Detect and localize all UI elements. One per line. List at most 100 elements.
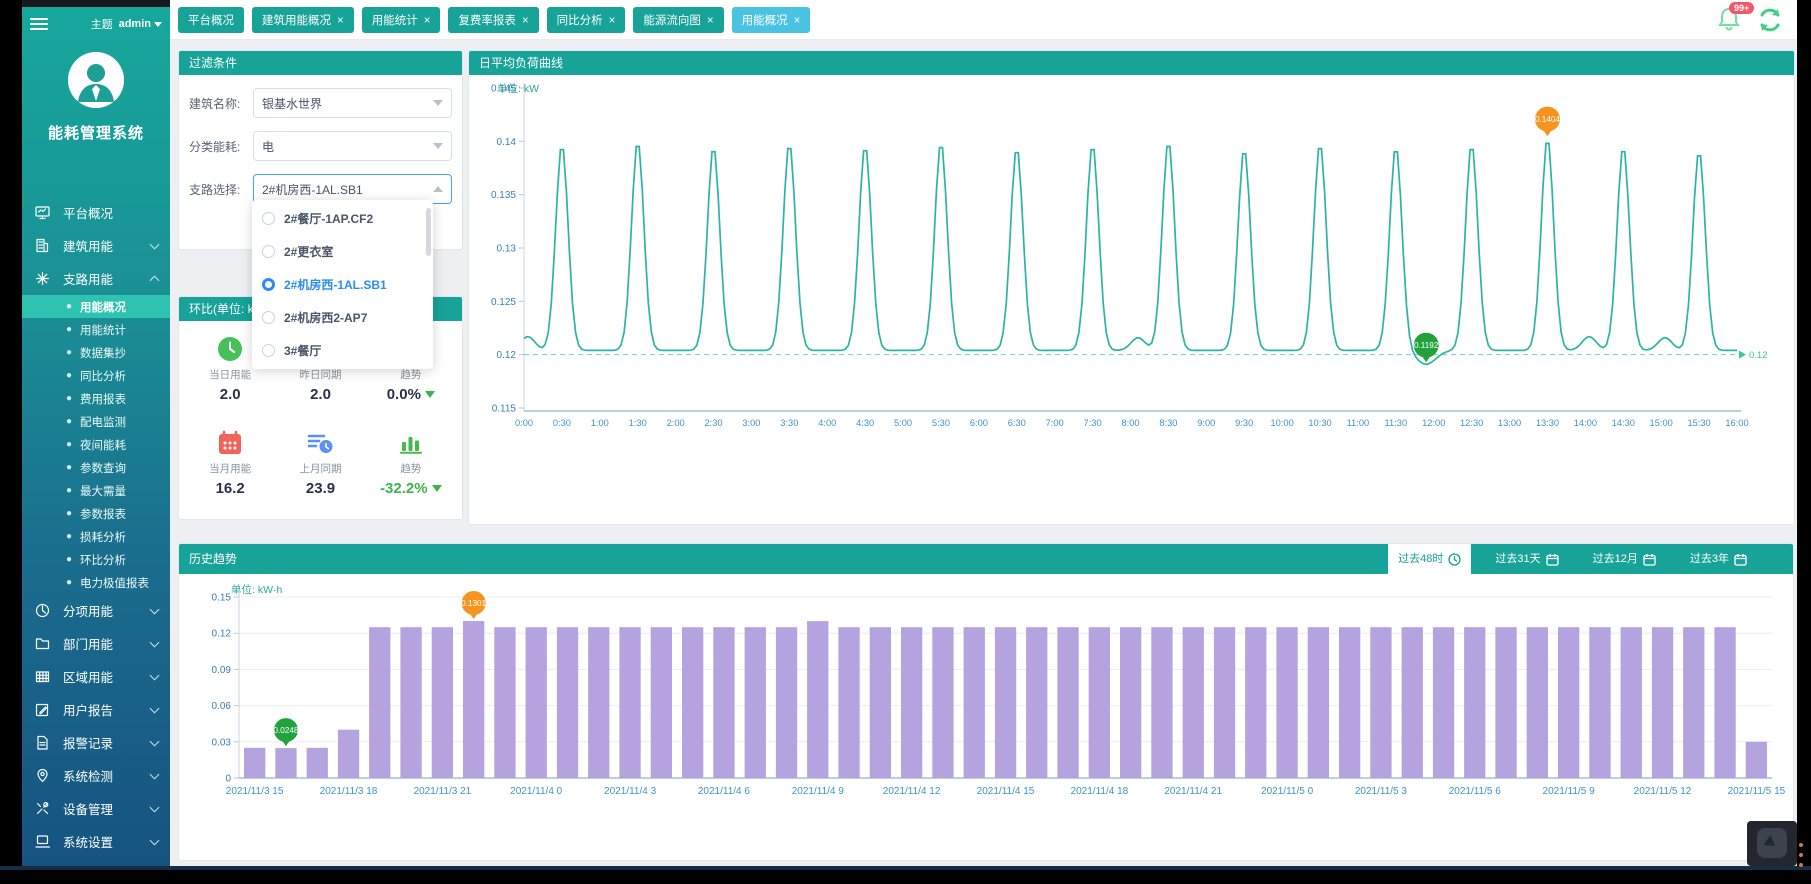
history-panel: 历史趋势 过去48时 过去31天 过去12月 过去3年 单位: kW·h 0 0.03 0… (178, 543, 1794, 861)
tab-close-icon[interactable]: × (521, 14, 529, 27)
sidebar-subitem-同比分析[interactable]: ● 同比分析 (22, 364, 170, 387)
sidebar-subitem-用能概况[interactable]: ● 用能概况 (22, 295, 170, 318)
sidebar-subitem-电力极值报表[interactable]: ● 电力极值报表 (22, 571, 170, 594)
dropdown-option-2#机房西2-AP7[interactable]: 2#机房西2-AP7 (252, 301, 433, 334)
sidebar-subitem-label: 同比分析 (80, 370, 127, 383)
tab-close-icon[interactable]: × (608, 14, 616, 27)
bullet-icon: ● (66, 508, 73, 519)
range-button-label: 过去31天 (1495, 553, 1541, 565)
notifications-button[interactable]: 99+ (1717, 2, 1755, 34)
dropdown-option-2#更衣室[interactable]: 2#更衣室 (252, 235, 433, 268)
range-button-过去48时[interactable]: 过去48时 (1388, 544, 1472, 577)
bullet-icon: ● (66, 301, 73, 312)
tab-同比分析[interactable]: 同比分析 × (546, 6, 626, 33)
building-icon (36, 238, 49, 253)
stat-label: 当月用能 (209, 463, 252, 475)
chevron-down-icon (149, 604, 160, 614)
sidebar-subitem-参数报表[interactable]: ● 参数报表 (22, 502, 170, 525)
sidebar-item-支路用能[interactable]: 支路用能 (22, 262, 170, 295)
range-button-过去3年[interactable]: 过去3年 (1680, 544, 1757, 577)
sidebar-item-报警记录[interactable]: 报警记录 (22, 726, 170, 759)
sidebar-subitem-环比分析[interactable]: ● 环比分析 (22, 548, 170, 571)
history-title: 历史趋势 (189, 552, 238, 566)
sidebar-subitem-配电监测[interactable]: ● 配电监测 (22, 410, 170, 433)
bar (525, 627, 547, 778)
select-建筑名称[interactable]: 银基水世界 (253, 88, 452, 118)
stat-label: 趋势 (400, 369, 422, 381)
sidebar-item-部门用能[interactable]: 部门用能 (22, 627, 170, 660)
sidebar-subitem-用能统计[interactable]: ● 用能统计 (22, 318, 170, 341)
calendar-icon (1734, 553, 1747, 566)
svg-text:0.1301: 0.1301 (461, 599, 486, 608)
folder-icon (35, 638, 50, 650)
bar (1620, 627, 1642, 778)
sidebar-subitem-最大需量[interactable]: ● 最大需量 (22, 479, 170, 502)
trend-down-icon (431, 485, 442, 492)
range-button-过去12月[interactable]: 过去12月 (1583, 544, 1666, 577)
tab-复费率报表[interactable]: 复费率报表 × (448, 6, 539, 33)
svg-text:8:00: 8:00 (1121, 418, 1139, 428)
user-menu[interactable]: admin (119, 18, 162, 30)
dropdown-scrollbar[interactable] (426, 208, 431, 256)
tab-close-icon[interactable]: × (337, 14, 344, 27)
sidebar-subitem-数据集抄[interactable]: ● 数据集抄 (22, 341, 170, 364)
sidebar-item-分项用能[interactable]: 分项用能 (22, 594, 170, 627)
topbar: 平台概况 建筑用能概况 × 用能统计 × 复费率报表 × 同比分析 × 能源流向图 × 用能概况 × 9… (170, 0, 1797, 40)
sidebar-item-用户报告[interactable]: 用户报告 (22, 693, 170, 726)
pin-icon (37, 768, 48, 783)
calendar-icon (1643, 553, 1656, 566)
svg-text:0.12: 0.12 (497, 350, 517, 361)
bullet-icon: ● (66, 531, 73, 542)
select-value: 银基水世界 (262, 96, 323, 111)
sidebar-subitem-参数查询[interactable]: ● 参数查询 (22, 456, 170, 479)
tab-用能概况[interactable]: 用能概况 × (731, 6, 811, 33)
overlay-widget[interactable] (1747, 821, 1797, 866)
sidebar-item-平台概况[interactable]: 平台概况 (22, 196, 170, 229)
dropdown-option-2#餐厅-1AP.CF2[interactable]: 2#餐厅-1AP.CF2 (252, 202, 433, 235)
sidebar-subitem-费用报表[interactable]: ● 费用报表 (22, 387, 170, 410)
tab-close-icon[interactable]: × (706, 14, 714, 27)
sidebar-subitem-label: 参数报表 (80, 508, 127, 521)
tab-能源流向图[interactable]: 能源流向图 × (633, 6, 724, 33)
bullet-icon: ● (66, 439, 73, 450)
range-button-过去31天[interactable]: 过去31天 (1485, 544, 1568, 577)
select-分类能耗[interactable]: 电 (253, 131, 452, 161)
dropdown-option-2#机房西-1AL.SB1[interactable]: 2#机房西-1AL.SB1 (252, 268, 433, 301)
tab-close-icon[interactable]: × (423, 14, 431, 27)
menu-toggle-icon[interactable] (30, 15, 48, 33)
tab-close-icon[interactable]: × (793, 14, 801, 27)
bar (994, 627, 1017, 778)
select-支路选择[interactable]: 2#机房西-1AL.SB1 (253, 174, 452, 204)
sidebar-item-建筑用能[interactable]: 建筑用能 (22, 229, 170, 262)
refresh-button[interactable] (1757, 7, 1783, 33)
tab-用能统计[interactable]: 用能统计 × (361, 6, 441, 33)
tab-建筑用能概况[interactable]: 建筑用能概况 × (252, 6, 354, 33)
svg-text:11:00: 11:00 (1347, 418, 1370, 428)
svg-text:0.135: 0.135 (491, 190, 516, 201)
svg-text:11:30: 11:30 (1385, 418, 1408, 428)
svg-text:10:30: 10:30 (1308, 418, 1331, 428)
bar (494, 627, 516, 778)
tab-平台概况[interactable]: 平台概况 (178, 6, 244, 33)
sidebar-item-设备管理[interactable]: 设备管理 (22, 792, 170, 825)
max-marker: 0.1404 (1535, 106, 1560, 137)
svg-text:0.12: 0.12 (1749, 350, 1768, 361)
sidebar-item-label: 系统设置 (63, 836, 114, 850)
field-label: 支路选择: (189, 182, 241, 197)
svg-text:4:00: 4:00 (818, 418, 836, 428)
field-label: 建筑名称: (189, 96, 241, 111)
sidebar-item-label: 分项用能 (63, 605, 114, 619)
bar (1464, 627, 1486, 778)
filter-fields: 建筑名称: 银基水世界 分类能耗: 电 支路选择: 2#机房西-1AL.SB1 (179, 88, 462, 204)
sidebar-item-系统设置[interactable]: 系统设置 (22, 825, 170, 858)
sidebar-item-label: 设备管理 (63, 803, 114, 817)
sidebar-item-区域用能[interactable]: 区域用能 (22, 660, 170, 693)
bar (1026, 627, 1048, 778)
svg-text:9:30: 9:30 (1235, 418, 1253, 428)
sidebar-subitem-夜间能耗[interactable]: ● 夜间能耗 (22, 433, 170, 456)
sidebar-subitem-损耗分析[interactable]: ● 损耗分析 (22, 525, 170, 548)
theme-label[interactable]: 主题 (90, 19, 113, 31)
bar (1213, 627, 1236, 778)
dropdown-option-3#餐厅[interactable]: 3#餐厅 (252, 334, 433, 367)
sidebar-item-系统检测[interactable]: 系统检测 (22, 759, 170, 792)
